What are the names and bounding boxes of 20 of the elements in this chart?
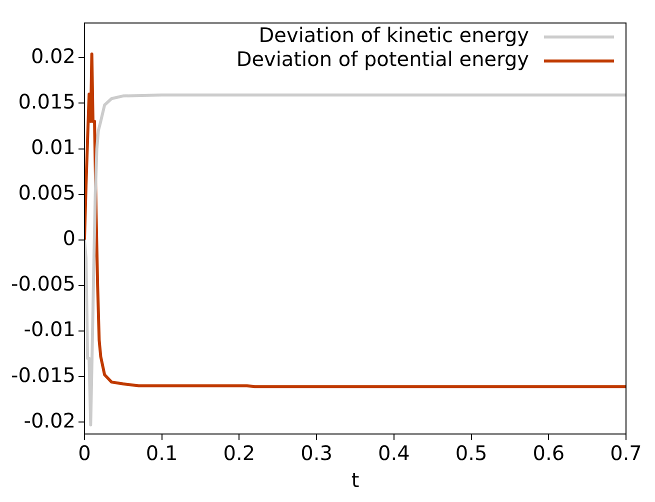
legend-label: Deviation of kinetic energy xyxy=(258,23,530,48)
y-tick-label: 0.005 xyxy=(18,180,76,205)
y-tick-label: -0.005 xyxy=(10,272,76,296)
x-axis-title: t xyxy=(351,468,360,492)
legend-label: Deviation of potential energy xyxy=(236,47,530,72)
y-tick-label: 0.015 xyxy=(18,89,76,114)
x-tick-label: 0.6 xyxy=(532,441,565,466)
x-tick-label: 0.7 xyxy=(610,441,642,466)
x-tick-label: 0 xyxy=(78,441,91,466)
x-tick-label: 0.5 xyxy=(455,441,488,466)
x-tick-label: 0.3 xyxy=(300,441,332,466)
y-tick-label: 0.02 xyxy=(30,44,76,68)
y-tick-label: 0 xyxy=(62,226,76,250)
y-tick-label: -0.015 xyxy=(10,362,76,387)
x-tick-label: 0.1 xyxy=(146,441,178,466)
y-tick-label: -0.02 xyxy=(24,408,76,432)
y-tick-label: 0.01 xyxy=(30,134,76,159)
x-tick-label: 0.2 xyxy=(223,441,256,466)
y-tick-label: -0.01 xyxy=(24,317,76,342)
x-tick-label: 0.4 xyxy=(378,441,410,466)
